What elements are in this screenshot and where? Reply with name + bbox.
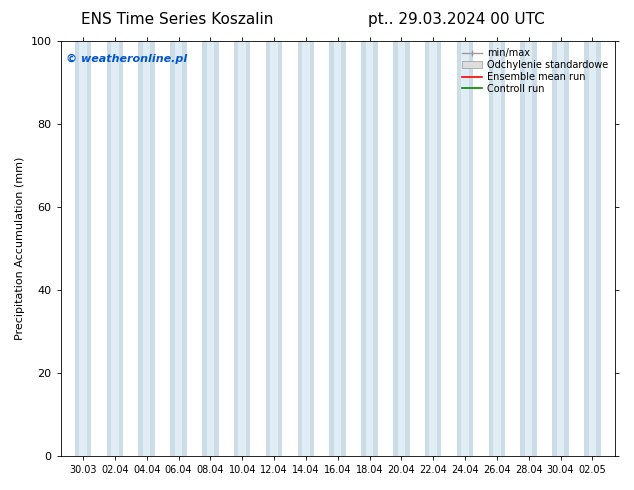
Bar — [79, 41, 87, 456]
Bar — [302, 41, 309, 456]
Bar — [75, 41, 91, 456]
Bar — [588, 41, 596, 456]
Y-axis label: Precipitation Accumulation (mm): Precipitation Accumulation (mm) — [15, 157, 25, 340]
Bar — [489, 41, 505, 456]
Bar — [270, 41, 278, 456]
Bar — [425, 41, 441, 456]
Bar — [171, 41, 187, 456]
Bar — [202, 41, 219, 456]
Bar — [107, 41, 123, 456]
Text: © weatheronline.pl: © weatheronline.pl — [66, 54, 188, 64]
Bar — [234, 41, 250, 456]
Bar — [462, 41, 469, 456]
Bar — [297, 41, 314, 456]
Bar — [521, 41, 537, 456]
Bar — [493, 41, 501, 456]
Text: pt.. 29.03.2024 00 UTC: pt.. 29.03.2024 00 UTC — [368, 12, 545, 27]
Bar — [429, 41, 437, 456]
Bar — [330, 41, 346, 456]
Bar — [557, 41, 564, 456]
Bar — [552, 41, 569, 456]
Bar — [266, 41, 282, 456]
Bar — [111, 41, 119, 456]
Bar — [393, 41, 410, 456]
Bar — [366, 41, 373, 456]
Bar — [143, 41, 150, 456]
Bar — [457, 41, 473, 456]
Bar — [175, 41, 183, 456]
Bar — [584, 41, 600, 456]
Bar — [138, 41, 155, 456]
Legend: min/max, Odchylenie standardowe, Ensemble mean run, Controll run: min/max, Odchylenie standardowe, Ensembl… — [460, 46, 610, 96]
Bar — [238, 41, 246, 456]
Bar — [334, 41, 342, 456]
Bar — [398, 41, 405, 456]
Bar — [361, 41, 378, 456]
Text: ENS Time Series Koszalin: ENS Time Series Koszalin — [81, 12, 274, 27]
Bar — [525, 41, 533, 456]
Bar — [207, 41, 214, 456]
